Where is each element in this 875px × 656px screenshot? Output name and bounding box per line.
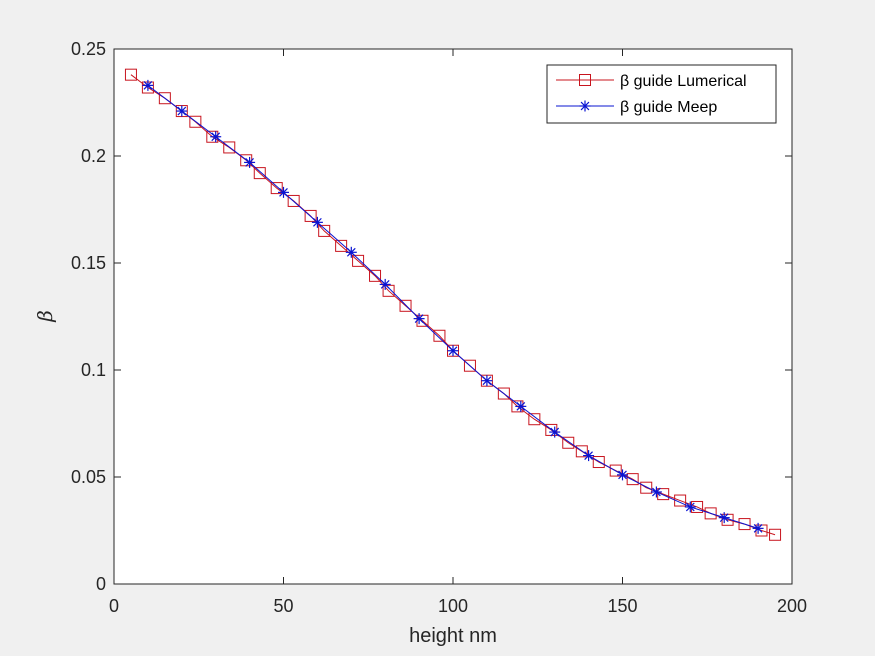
data-point-square [769,528,782,541]
legend-item: β guide Meep [556,99,717,116]
x-tick-label: 0 [109,596,119,616]
y-axis-label: β [33,310,57,323]
data-point-square [497,387,510,400]
data-point-square [382,284,395,297]
legend-label: β guide Lumerical [620,73,747,90]
data-point-asterisk [311,216,323,228]
data-point-square [463,359,476,372]
y-tick-label: 0.1 [81,360,106,380]
data-point-square [609,464,622,477]
x-tick-label: 50 [273,596,293,616]
data-point-asterisk [481,375,493,387]
data-point-square [223,141,236,154]
data-point-square [318,224,331,237]
legend-entries: β guide Lumerical β guide Meep [556,73,747,116]
data-point-asterisk [278,186,289,198]
data-point-asterisk [617,469,628,481]
data-point-asterisk [650,486,662,498]
legend-item: β guide Lumerical [556,73,747,90]
y-tick-label: 0.15 [71,253,106,273]
data-point-asterisk [752,522,764,534]
data-point-asterisk [413,313,425,325]
data-point-asterisk [447,345,459,357]
x-tick-label: 150 [607,596,637,616]
legend-label: β guide Meep [620,99,717,116]
data-point-square [704,507,717,520]
data-point-asterisk [345,246,357,258]
data-point-asterisk [176,105,188,117]
data-point-square [287,194,300,207]
data-point-asterisk [379,278,391,290]
data-point-asterisk [244,156,256,168]
y-tick-label: 0.25 [71,39,106,59]
x-tick-label: 200 [777,596,807,616]
data-point-square [335,239,348,252]
data-point-square [189,115,202,128]
y-tick-label: 0 [96,574,106,594]
data-point-asterisk [210,131,222,143]
data-point-square [738,518,751,531]
data-point-asterisk [549,426,561,438]
x-axis-label: height nm [409,625,497,647]
data-point-square [640,481,653,494]
data-point-square [657,488,670,501]
data-point-square [304,209,317,222]
data-point-square [626,473,639,486]
legend-marker [579,74,591,86]
data-point-asterisk [583,450,595,462]
data-point-square [352,254,365,267]
tick-layer: 0 50 100 150 200 0 0.05 0.1 0.15 0.2 0.25 [71,39,807,616]
data-point-square [528,413,541,426]
data-point-square [433,329,446,342]
x-tick-label: 100 [438,596,468,616]
legend-marker [579,100,591,112]
data-point-asterisk [684,501,696,513]
data-point-square [270,182,283,195]
data-point-square [124,68,137,81]
data-point-asterisk [142,79,154,91]
data-point-square [575,445,588,458]
data-point-square [253,167,266,180]
plot-frame [113,48,793,585]
series-meep [142,79,764,534]
data-point-square [158,92,171,105]
data-point-square [369,269,382,282]
data-point-square [562,436,575,449]
series-layer [124,68,782,541]
legend: β guide Lumerical β guide Meep [546,64,777,124]
data-point-asterisk [515,400,527,412]
data-point-square [399,299,412,312]
data-point-square [592,456,605,469]
y-tick-label: 0.2 [81,146,106,166]
data-point-asterisk [718,512,730,524]
y-tick-label: 0.05 [71,467,106,487]
